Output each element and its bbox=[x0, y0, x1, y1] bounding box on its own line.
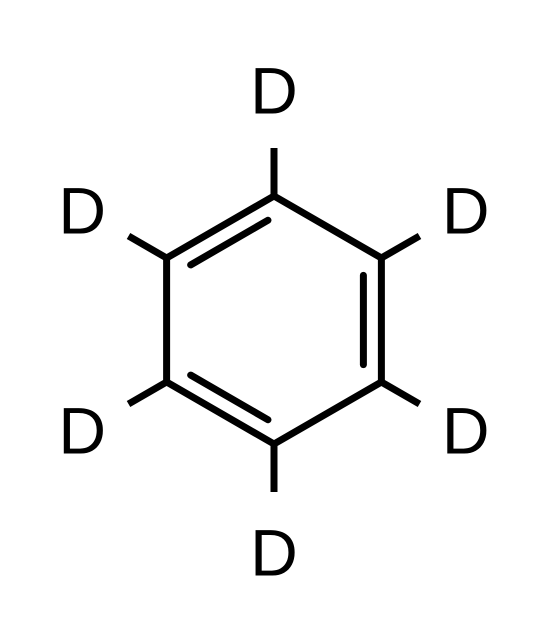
atom-label: D bbox=[58, 173, 106, 247]
substituent-bond bbox=[381, 382, 419, 404]
substituent-bond bbox=[381, 236, 419, 258]
atom-label: D bbox=[250, 53, 298, 127]
ring-double-bond bbox=[191, 375, 268, 420]
atom-label: D bbox=[442, 173, 490, 247]
molecule-diagram: D D D D D D bbox=[0, 0, 548, 640]
atom-label: D bbox=[58, 393, 106, 467]
substituent-bond bbox=[129, 382, 167, 404]
substituent-bond bbox=[129, 236, 167, 258]
ring-bond bbox=[274, 382, 381, 444]
atom-label: D bbox=[442, 393, 490, 467]
ring-double-bond bbox=[191, 220, 268, 265]
atom-label: D bbox=[250, 515, 298, 589]
ring-bond bbox=[274, 196, 381, 258]
